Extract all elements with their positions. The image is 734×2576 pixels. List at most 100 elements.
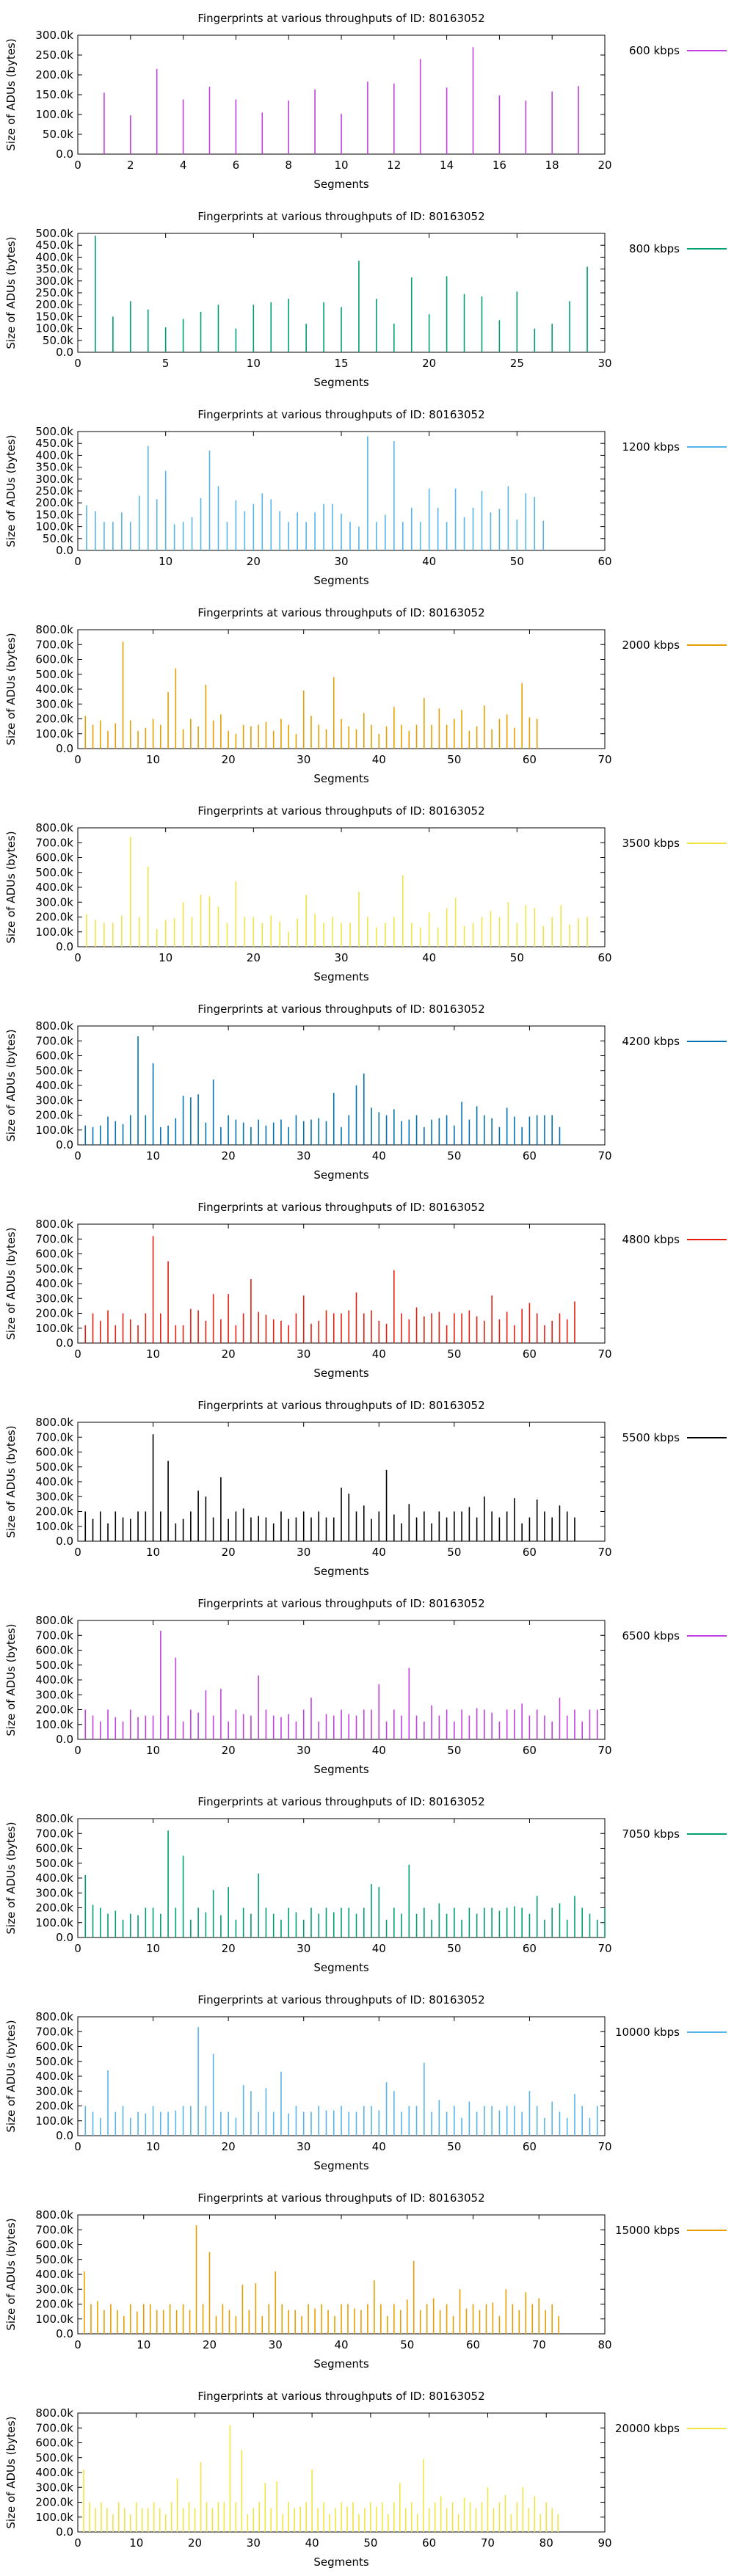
x-tick-label: 60	[523, 1347, 537, 1361]
chart-title: Fingerprints at various throughputs of I…	[197, 1399, 484, 1412]
y-tick-label: 700.0k	[35, 2025, 73, 2038]
x-tick-label: 70	[597, 1347, 611, 1361]
y-tick-label: 400.0k	[35, 2268, 73, 2281]
chart-title: Fingerprints at various throughputs of I…	[197, 1597, 484, 1610]
x-tick-label: 70	[481, 2536, 495, 2550]
x-tick-label: 30	[597, 357, 611, 370]
y-tick-label: 400.0k	[35, 1277, 73, 1290]
y-tick-label: 0.0	[56, 1931, 73, 1944]
x-tick-label: 20	[247, 951, 261, 964]
y-tick-label: 450.0k	[35, 239, 73, 252]
y-tick-label: 700.0k	[35, 1430, 73, 1444]
y-tick-label: 0.0	[56, 1336, 73, 1350]
x-tick-label: 10	[146, 2140, 160, 2153]
y-tick-label: 800.0k	[35, 2010, 73, 2023]
y-tick-label: 600.0k	[35, 1842, 73, 1855]
x-tick-label: 15	[334, 357, 348, 370]
x-tick-label: 50	[447, 1546, 461, 1559]
x-tick-label: 0	[74, 357, 81, 370]
x-tick-label: 6	[233, 159, 240, 172]
y-axis-label: Size of ADUs (bytes)	[4, 1822, 18, 1934]
x-tick-label: 10	[146, 1546, 160, 1559]
x-tick-label: 60	[523, 753, 537, 766]
x-tick-label: 8	[285, 159, 292, 172]
y-tick-label: 250.0k	[35, 48, 73, 62]
x-tick-label: 10	[146, 1744, 160, 1757]
y-tick-label: 500.0k	[35, 2055, 73, 2068]
y-tick-label: 300.0k	[35, 1094, 73, 1107]
y-tick-label: 400.0k	[35, 1475, 73, 1488]
chart-title: Fingerprints at various throughputs of I…	[197, 1201, 484, 1214]
y-tick-label: 0.0	[56, 1733, 73, 1746]
y-tick-label: 800.0k	[35, 1416, 73, 1429]
x-tick-label: 10	[247, 357, 261, 370]
legend-label: 5500 kbps	[622, 1431, 680, 1444]
y-tick-label: 50.0k	[43, 532, 73, 545]
y-tick-label: 300.0k	[35, 1886, 73, 1899]
x-tick-label: 10	[146, 753, 160, 766]
y-tick-label: 800.0k	[35, 1019, 73, 1033]
x-tick-label: 50	[400, 2338, 414, 2351]
y-tick-label: 800.0k	[35, 1614, 73, 1627]
y-tick-label: 300.0k	[35, 1688, 73, 1701]
x-tick-label: 20	[222, 1942, 236, 1955]
y-axis-label: Size of ADUs (bytes)	[4, 38, 18, 150]
chart-panel: Fingerprints at various throughputs of I…	[4, 2191, 727, 2371]
x-tick-label: 40	[372, 753, 386, 766]
y-tick-label: 100.0k	[35, 925, 73, 939]
y-tick-label: 350.0k	[35, 263, 73, 276]
y-tick-label: 400.0k	[35, 448, 73, 462]
y-tick-label: 700.0k	[35, 1232, 73, 1245]
x-tick-label: 0	[74, 555, 81, 568]
legend-label: 3500 kbps	[622, 837, 680, 850]
y-tick-label: 50.0k	[43, 128, 73, 141]
y-tick-label: 100.0k	[35, 1322, 73, 1335]
x-tick-label: 10	[146, 1149, 160, 1163]
y-tick-label: 600.0k	[35, 653, 73, 666]
x-tick-label: 30	[247, 2536, 261, 2550]
x-tick-label: 0	[74, 2140, 81, 2153]
x-tick-label: 30	[297, 2140, 310, 2153]
y-tick-label: 300.0k	[35, 29, 73, 42]
x-tick-label: 16	[493, 159, 506, 172]
chart-title: Fingerprints at various throughputs of I…	[197, 2390, 484, 2403]
y-tick-label: 500.0k	[35, 2451, 73, 2464]
chart-panel: Fingerprints at various throughputs of I…	[4, 1795, 727, 1974]
x-axis-label: Segments	[313, 1763, 369, 1776]
x-tick-label: 40	[372, 1149, 386, 1163]
x-tick-label: 10	[146, 1347, 160, 1361]
chart-panel: Fingerprints at various throughputs of I…	[4, 1399, 727, 1578]
y-tick-label: 0.0	[56, 2327, 73, 2340]
y-tick-label: 100.0k	[35, 2114, 73, 2128]
x-tick-label: 40	[305, 2536, 319, 2550]
x-tick-label: 60	[523, 1942, 537, 1955]
x-tick-label: 10	[129, 2536, 143, 2550]
x-axis-label: Segments	[313, 772, 369, 785]
y-tick-label: 500.0k	[35, 425, 73, 438]
chart-title: Fingerprints at various throughputs of I…	[197, 12, 484, 25]
x-axis-label: Segments	[313, 2555, 369, 2569]
y-tick-label: 250.0k	[35, 484, 73, 498]
x-axis-label: Segments	[313, 574, 369, 587]
y-tick-label: 800.0k	[35, 821, 73, 834]
x-tick-label: 70	[597, 1942, 611, 1955]
x-tick-label: 14	[440, 159, 454, 172]
x-tick-label: 0	[74, 1546, 81, 1559]
x-tick-label: 50	[447, 1942, 461, 1955]
y-tick-label: 500.0k	[35, 2253, 73, 2266]
x-tick-label: 10	[137, 2338, 150, 2351]
chart-panel: Fingerprints at various throughputs of I…	[4, 1597, 727, 1776]
y-tick-label: 0.0	[56, 544, 73, 557]
y-tick-label: 100.0k	[35, 520, 73, 534]
y-axis-label: Size of ADUs (bytes)	[4, 633, 18, 745]
x-tick-label: 40	[422, 555, 436, 568]
y-tick-label: 100.0k	[35, 322, 73, 335]
x-tick-label: 70	[597, 1149, 611, 1163]
chart-panel: Fingerprints at various throughputs of I…	[4, 408, 727, 587]
y-tick-label: 500.0k	[35, 1857, 73, 1870]
x-tick-label: 80	[597, 2338, 611, 2351]
chart-title: Fingerprints at various throughputs of I…	[197, 210, 484, 223]
y-axis-label: Size of ADUs (bytes)	[4, 236, 18, 349]
y-tick-label: 0.0	[56, 346, 73, 359]
chart-panel: Fingerprints at various throughputs of I…	[4, 1201, 727, 1380]
